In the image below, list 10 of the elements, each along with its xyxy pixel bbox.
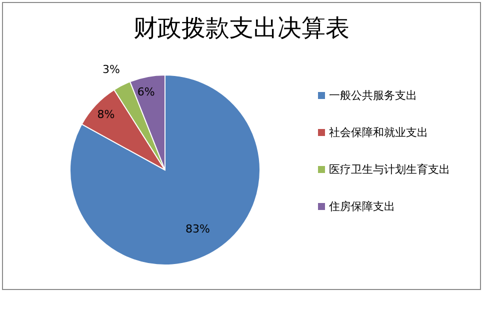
data-label: 8% (97, 108, 115, 121)
data-label: 83% (185, 222, 210, 236)
legend-label: 住房保障支出 (329, 199, 395, 214)
pie-slice (70, 74, 260, 266)
legend-label: 社会保障和就业支出 (329, 125, 428, 140)
data-label: 3% (102, 62, 120, 76)
chart-title: 财政拨款支出决算表 (132, 13, 350, 44)
legend-label: 一般公共服务支出 (329, 88, 417, 103)
legend-label: 医疗卫生与计划生育支出 (329, 162, 450, 177)
data-label: 6% (137, 86, 155, 99)
